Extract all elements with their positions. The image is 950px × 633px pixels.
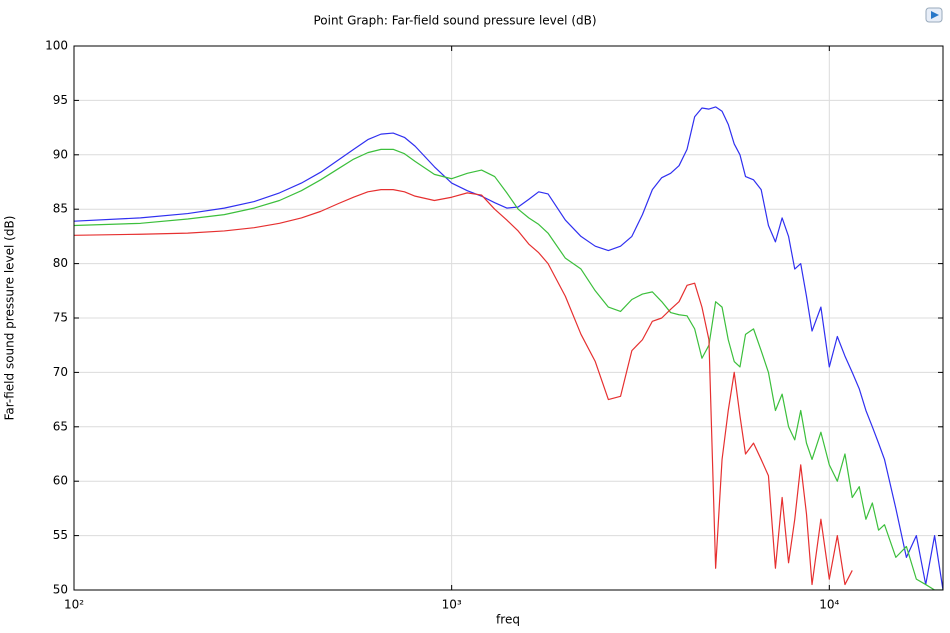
x-tick-label: 10²: [64, 598, 84, 612]
data-line: [74, 189, 853, 586]
y-tick-label: 90: [53, 147, 68, 161]
y-tick-label: 80: [53, 256, 68, 270]
x-axis-label: freq: [496, 613, 520, 627]
y-tick-label: 60: [53, 474, 68, 488]
grid-layer: [73, 45, 943, 591]
data-line: [74, 148, 943, 590]
plot-area: [74, 106, 943, 590]
x-tick-label: 10⁴: [819, 598, 839, 612]
toolbar-button[interactable]: [925, 7, 943, 23]
y-tick-label: 95: [53, 93, 68, 107]
y-tick-label: 85: [53, 202, 68, 216]
y-tick-label: 75: [53, 311, 68, 325]
y-tick-label: 65: [53, 419, 68, 433]
y-tick-label: 100: [45, 39, 68, 53]
data-line: [74, 106, 943, 590]
button-icon: [931, 11, 939, 19]
y-tick-label: 70: [53, 365, 68, 379]
y-tick-label: 50: [53, 583, 68, 597]
chart-title: Point Graph: Far-field sound pressure le…: [313, 14, 596, 28]
y-tick-label: 55: [53, 528, 68, 542]
tick-labels: 50 55 60 65 70 75 80 85 90 95 100 10² 10³ 10⁴: [45, 39, 943, 612]
y-axis-label: Far-field sound pressure level (dB): [3, 216, 17, 421]
x-tick-label: 10³: [442, 598, 462, 612]
